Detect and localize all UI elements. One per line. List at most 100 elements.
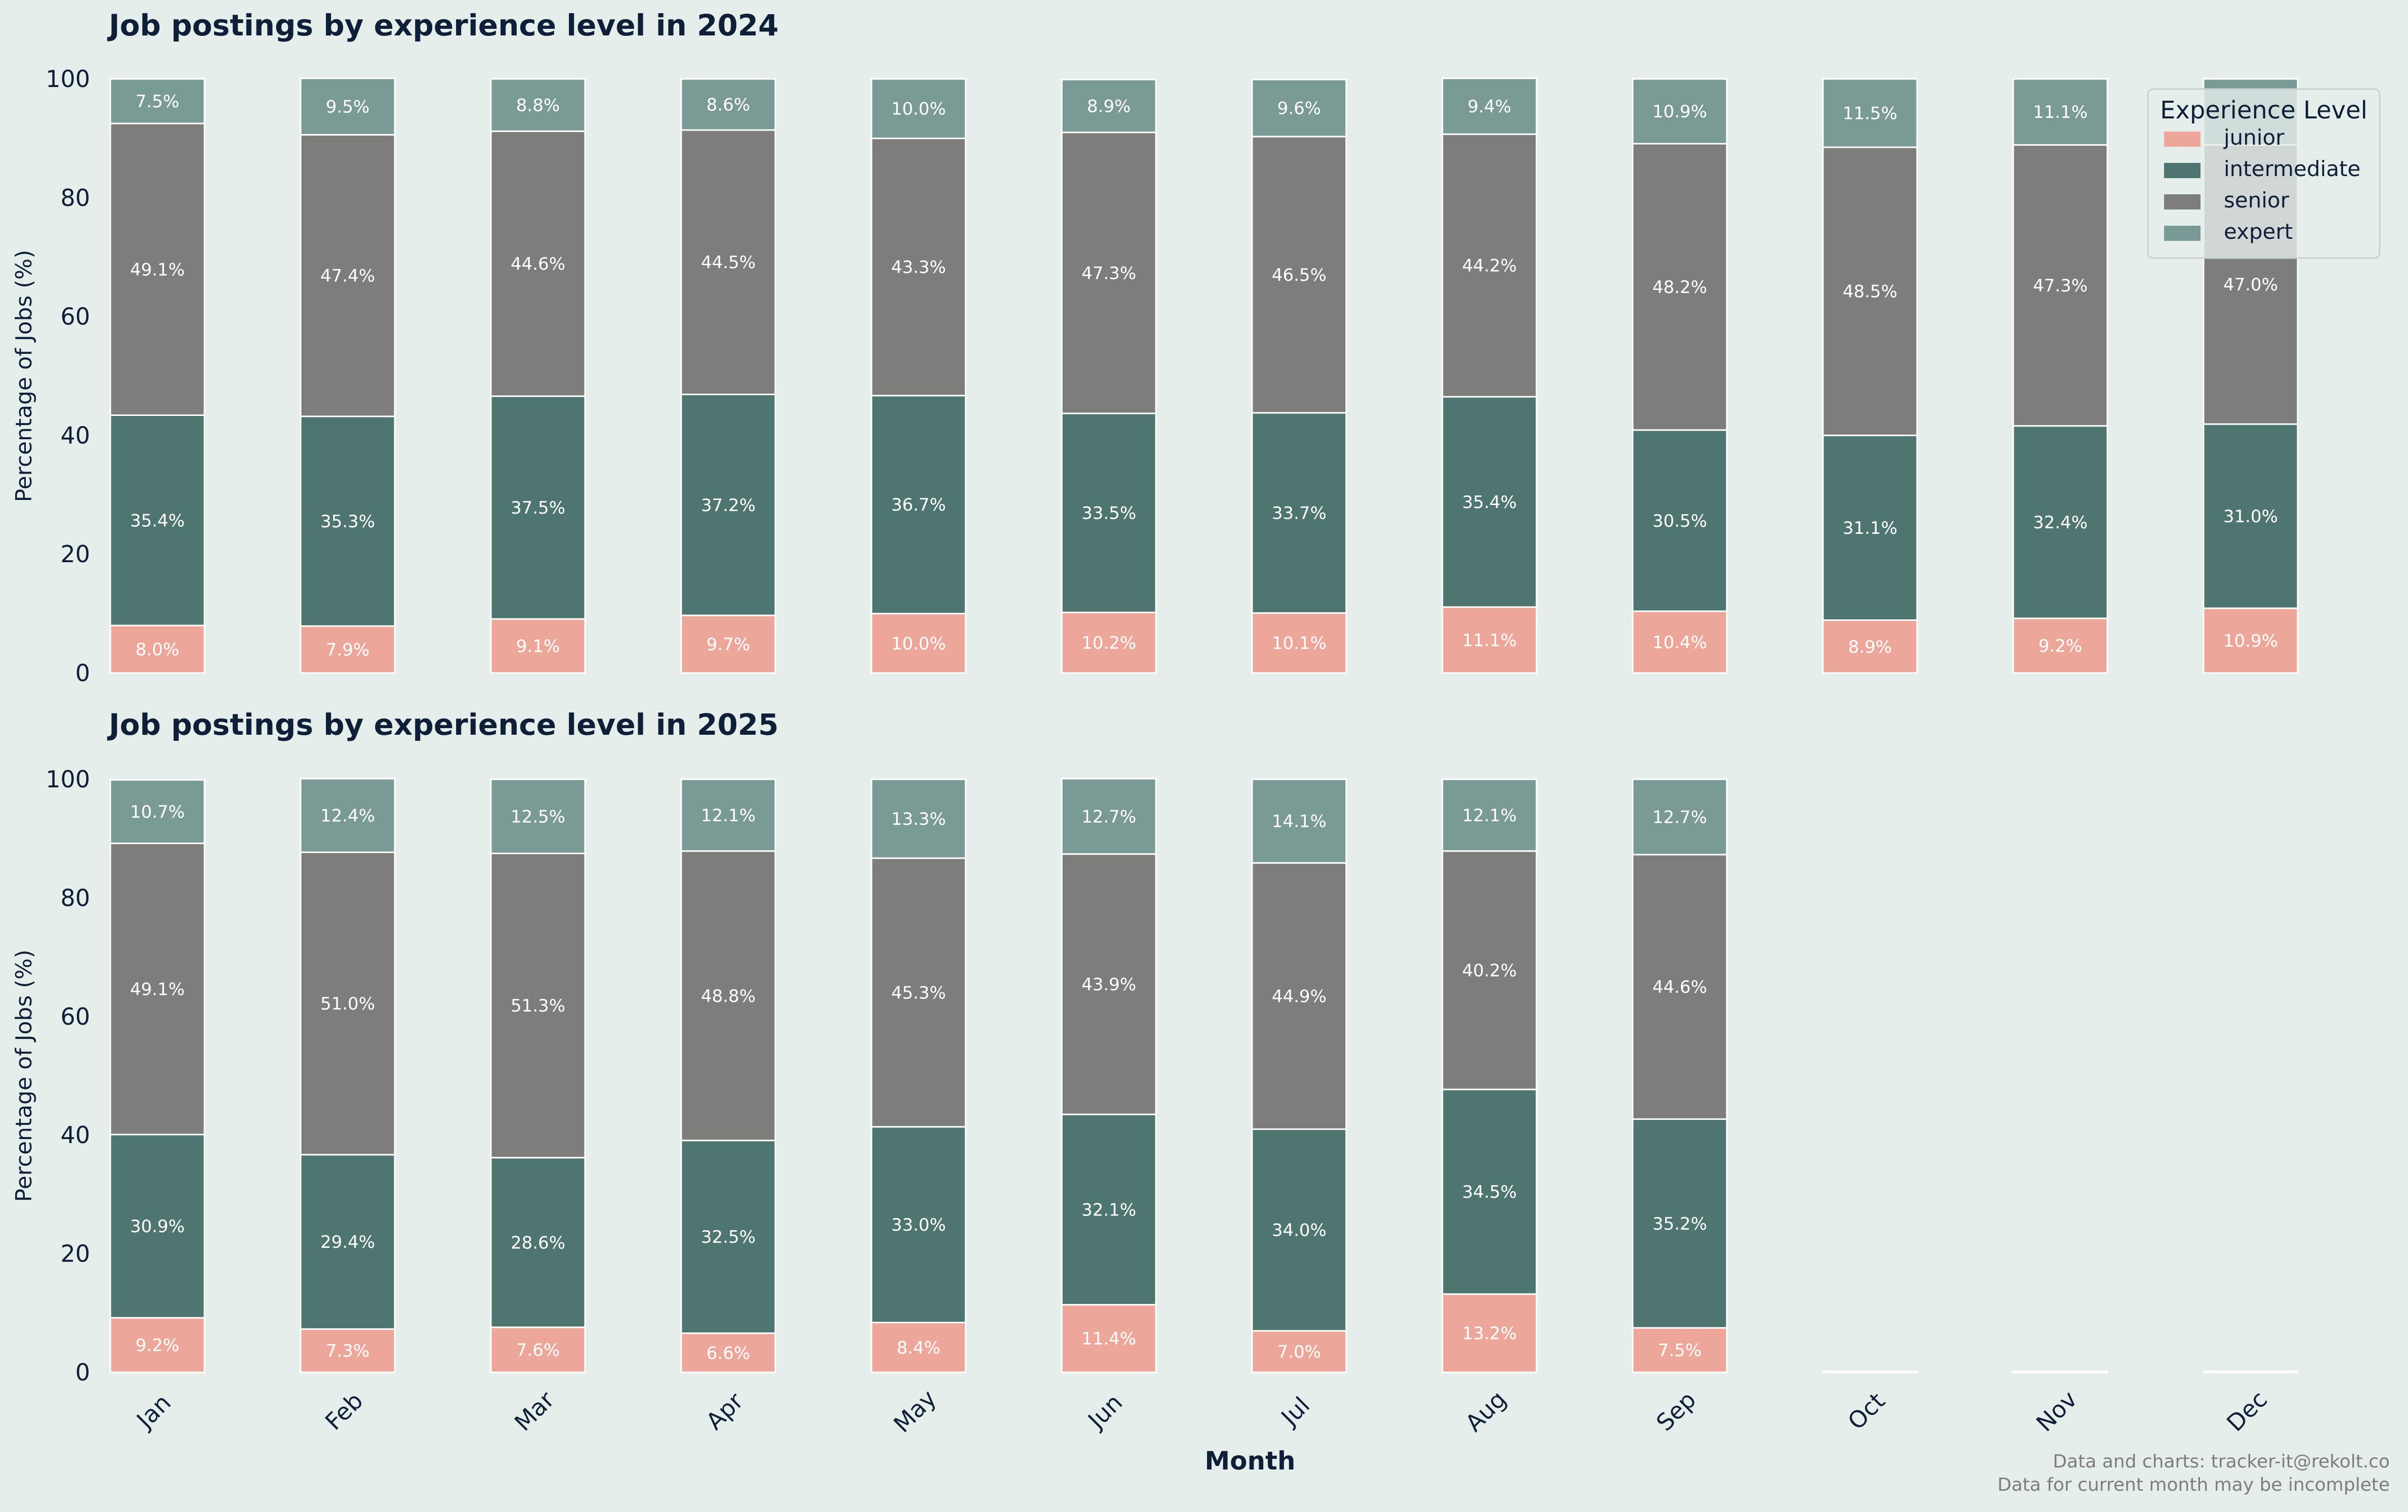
x-tick-label: Mar (509, 1386, 560, 1437)
bar-segment-junior (109, 624, 205, 674)
y-tick-label: 40 (60, 1121, 90, 1149)
bar-segment-intermediate (490, 395, 586, 620)
data-label: 30.9% (130, 1216, 185, 1237)
legend-entry: junior (2223, 125, 2285, 150)
data-label: 35.4% (1462, 492, 1517, 513)
data-label: 44.9% (1272, 986, 1326, 1006)
bar-segment-junior (2012, 617, 2108, 674)
data-label: 34.0% (1272, 1221, 1326, 1241)
data-label: 9.2% (136, 1335, 179, 1356)
data-label: 7.5% (136, 92, 179, 112)
bar-segment-expert (870, 78, 967, 139)
data-label: 51.0% (320, 994, 375, 1014)
bar-segment-junior (1441, 1293, 1538, 1373)
data-label: 7.3% (326, 1341, 369, 1361)
x-tick-label: Apr (700, 1387, 749, 1435)
bar-segment-intermediate (1251, 412, 1347, 614)
data-label: 11.5% (1843, 104, 1897, 124)
data-label: 29.4% (320, 1232, 375, 1252)
data-label: 10.7% (130, 802, 185, 822)
data-label: 12.1% (701, 806, 756, 826)
data-label: 10.0% (891, 99, 946, 119)
bar-segment-junior (1632, 1327, 1728, 1373)
bar-segment-intermediate (109, 414, 205, 626)
bar-segment-expert (2203, 1370, 2299, 1373)
x-axis-label: Month (1205, 1446, 1295, 1476)
bar-segment-junior (870, 1322, 967, 1373)
data-label: 34.5% (1462, 1182, 1517, 1202)
data-label: 12.1% (1462, 806, 1517, 826)
bar-segment-intermediate (1632, 429, 1728, 612)
data-label: 36.7% (891, 495, 946, 515)
data-label: 9.5% (326, 97, 369, 117)
data-label: 10.9% (1652, 102, 1707, 122)
bar-segment-expert (2012, 1370, 2108, 1373)
data-label: 10.1% (1272, 634, 1326, 654)
bar-segment-expert (1441, 778, 1538, 852)
bar-segment-expert (1822, 1370, 1918, 1373)
bar-segment-expert (1061, 778, 1157, 855)
bar-segment-senior (490, 853, 586, 1159)
bar-segment-expert (490, 78, 586, 132)
y-tick-label: 80 (60, 184, 90, 212)
data-label: 32.5% (701, 1227, 756, 1247)
bar-segment-intermediate (2012, 425, 2108, 619)
y-tick-label: 20 (60, 1240, 90, 1268)
data-label: 40.2% (1462, 960, 1517, 981)
data-label: 11.1% (2033, 102, 2088, 122)
bar-segment-senior (1632, 143, 1728, 431)
bar-segment-senior (1061, 853, 1157, 1115)
bar-segment-expert (1441, 77, 1538, 135)
bar-segment-expert (680, 78, 776, 131)
bar-segment-senior (1251, 136, 1347, 414)
bar-segment-expert (1822, 78, 1918, 148)
data-label: 8.9% (1848, 637, 1892, 657)
data-label: 47.3% (2033, 276, 2088, 296)
data-label: 14.1% (1272, 812, 1326, 832)
y-tick-label: 80 (60, 884, 90, 911)
data-label: 47.0% (2223, 275, 2278, 295)
data-label: 35.3% (320, 512, 375, 532)
bar-segment-senior (870, 857, 967, 1128)
data-label: 12.4% (320, 806, 375, 826)
data-label: 48.5% (1843, 282, 1897, 302)
data-label: 10.4% (1652, 633, 1707, 653)
bar-segment-junior (1441, 606, 1538, 674)
x-tick-label: Dec (2221, 1385, 2272, 1437)
data-label: 9.2% (2039, 636, 2082, 656)
legend-swatch-intermediate (2164, 163, 2201, 178)
x-tick-label: May (888, 1384, 941, 1438)
chart-title: Job postings by experience level in 2025 (107, 707, 779, 742)
data-label: 49.1% (130, 260, 185, 280)
data-label: 33.5% (1082, 503, 1136, 524)
bar-segment-intermediate (1441, 1088, 1538, 1295)
data-label: 31.0% (2223, 507, 2278, 527)
data-label: 48.8% (701, 986, 756, 1006)
data-label: 33.7% (1272, 503, 1326, 524)
data-label: 8.8% (516, 96, 560, 116)
data-label: 12.7% (1652, 807, 1707, 827)
bar-segment-junior (490, 1326, 586, 1373)
bar-segment-junior (1061, 611, 1157, 674)
bar-segment-expert (680, 778, 776, 852)
bar-segment-junior (870, 613, 967, 674)
bar-segment-expert (870, 778, 967, 859)
data-label: 9.4% (1468, 97, 1511, 117)
x-tick-label: Jan (130, 1389, 176, 1435)
data-label: 35.4% (130, 511, 185, 531)
data-label: 8.9% (1087, 96, 1131, 116)
bar-segment-junior (680, 614, 776, 674)
data-label: 9.1% (516, 637, 560, 657)
data-label: 32.4% (2033, 513, 2088, 533)
bar-segment-junior (1251, 612, 1347, 674)
bar-segment-intermediate (2203, 423, 2299, 609)
bar-segment-intermediate (300, 1154, 396, 1330)
legend-title: Experience Level (2160, 96, 2368, 124)
y-tick-label: 60 (60, 303, 90, 330)
bar-segment-expert (300, 77, 396, 136)
x-tick-label: Jun (1082, 1389, 1128, 1435)
data-label: 6.6% (707, 1343, 750, 1363)
bar-segment-senior (300, 851, 396, 1156)
bar-segment-senior (1441, 850, 1538, 1090)
bar-segment-expert (1061, 78, 1157, 134)
